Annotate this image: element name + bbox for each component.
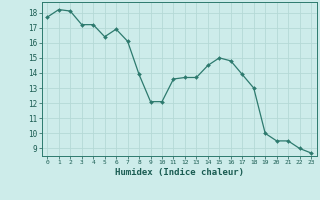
X-axis label: Humidex (Indice chaleur): Humidex (Indice chaleur) — [115, 168, 244, 177]
